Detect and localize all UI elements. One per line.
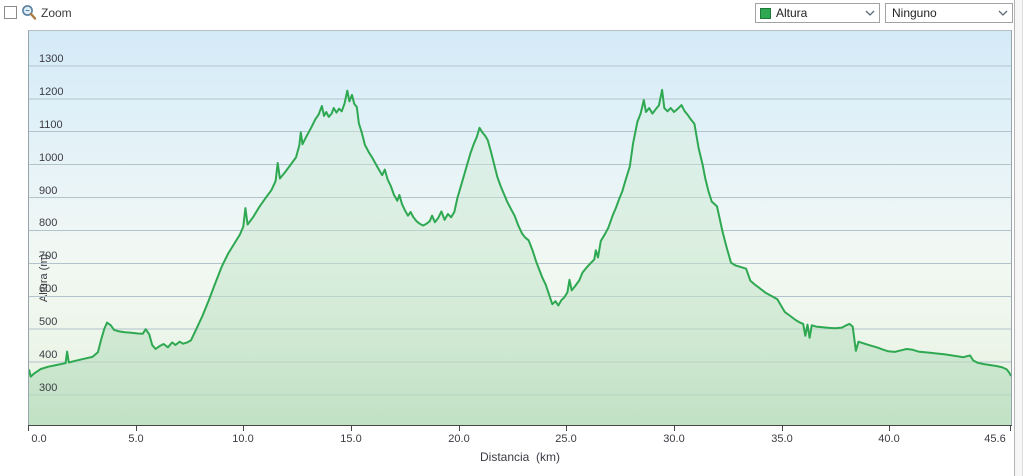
y-tick-label: 400 [39,349,58,361]
x-axis-title: Distancia (km) [479,450,560,464]
chevron-down-icon [994,10,1012,16]
x-tick-label: 25.0 [555,433,577,445]
x-tick-mark [782,426,783,431]
x-tick-label: 5.0 [128,433,144,445]
x-axis-line [28,425,1012,426]
x-tick-label: 15.0 [340,433,362,445]
y-tick-label: 500 [39,316,58,328]
chevron-down-icon [861,10,879,16]
y-tick-label: 1300 [39,53,64,65]
secondary-select-value: Ninguno [892,6,937,20]
x-tick-label: 10.0 [232,433,254,445]
right-panel-strip [1014,0,1023,476]
y-tick-label: 800 [39,217,58,229]
y-tick-label: 900 [39,185,58,197]
elevation-line [29,88,1011,378]
zoom-checkbox[interactable] [4,6,17,19]
y-tick-label: 600 [39,283,58,295]
zoom-checkbox-label: Zoom [41,6,72,20]
x-tick-mark [351,426,352,431]
x-tick-mark [566,426,567,431]
toolbar: Zoom Altura Ninguno [0,0,1023,28]
secondary-select-dropdown[interactable]: Ninguno [885,3,1013,23]
y-tick-label: 700 [39,250,58,262]
x-tick-mark [889,426,890,431]
plot-area[interactable]: Altura (m) 300 400 500 600 700 800 900 1000 1100… [28,30,1012,425]
x-tick-label: 40.0 [878,433,900,445]
series-select-dropdown[interactable]: Altura [755,3,880,23]
x-tick-mark [459,426,460,431]
series-select-value: Altura [776,6,808,20]
x-tick-label: 30.0 [663,433,685,445]
x-tick-mark [28,426,29,431]
x-tick-label: 20.0 [448,433,470,445]
elevation-area [29,89,1011,425]
y-tick-label: 1000 [39,152,64,164]
x-tick-mark [674,426,675,431]
series-color-swatch [760,7,771,19]
y-tick-label: 1200 [39,86,64,98]
elevation-chart-svg [29,65,1011,425]
y-tick-label: 1100 [39,119,63,131]
x-tick-label: 45.6 [984,433,1006,445]
x-tick-mark [243,426,244,431]
x-tick-mark [136,426,137,431]
x-tick-label: 35.0 [771,433,793,445]
x-tick-mark [1010,426,1011,431]
x-tick-label: 0.0 [31,433,47,445]
magnifier-zoom-icon [22,5,37,20]
y-tick-label: 300 [39,382,58,394]
